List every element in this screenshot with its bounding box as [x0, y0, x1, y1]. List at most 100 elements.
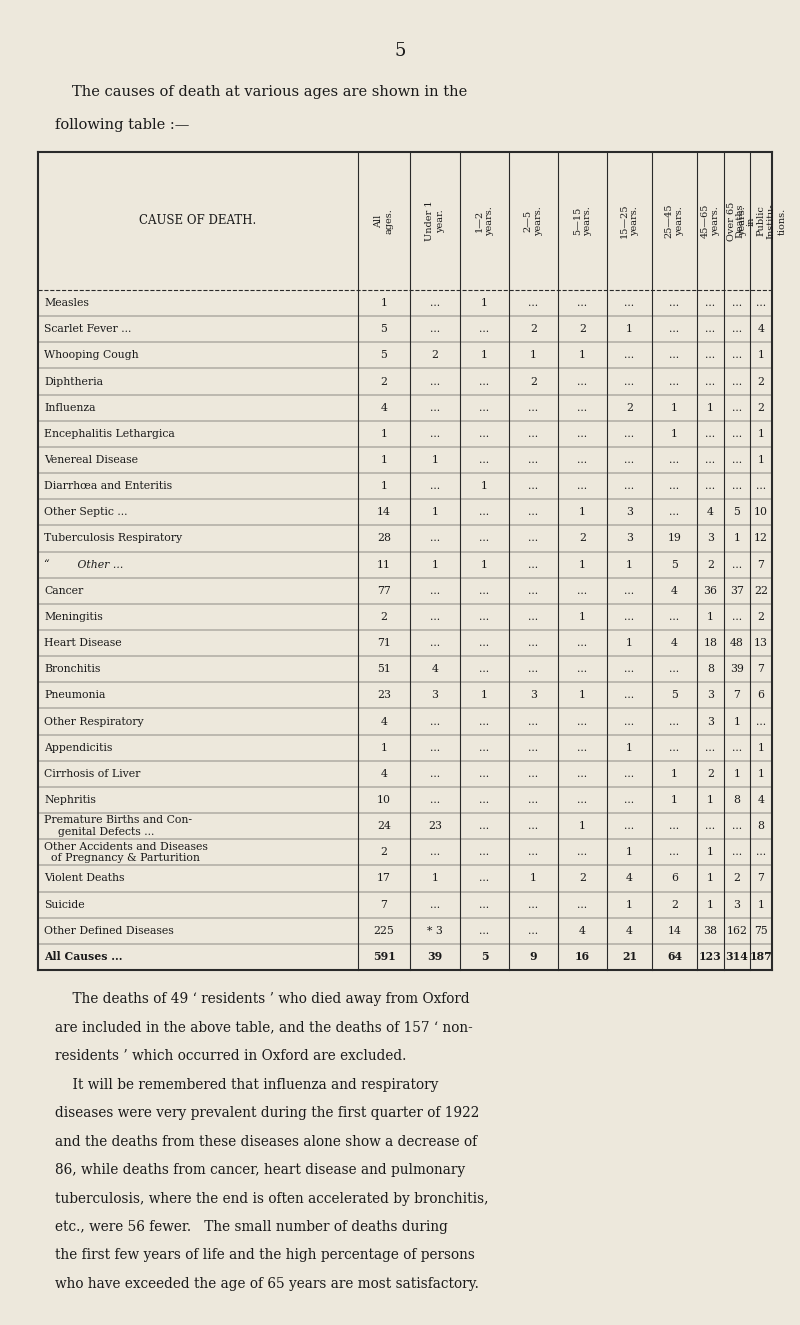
Text: 1: 1 [758, 454, 765, 465]
Text: 7: 7 [734, 690, 741, 701]
Text: ...: ... [706, 350, 715, 360]
Text: ...: ... [479, 822, 490, 831]
Text: ...: ... [625, 298, 634, 309]
Text: 1—2
years.: 1—2 years. [475, 207, 494, 236]
Text: 75: 75 [754, 926, 768, 935]
Text: ...: ... [625, 664, 634, 674]
Text: 1: 1 [734, 534, 741, 543]
Text: 1: 1 [671, 795, 678, 806]
Text: 5: 5 [481, 951, 488, 962]
Text: Meningitis: Meningitis [44, 612, 102, 621]
Text: It will be remembered that influenza and respiratory: It will be remembered that influenza and… [55, 1077, 438, 1092]
Text: ...: ... [479, 847, 490, 857]
Text: ...: ... [625, 690, 634, 701]
Text: Venereal Disease: Venereal Disease [44, 454, 138, 465]
Text: ...: ... [479, 743, 490, 753]
Text: ...: ... [529, 534, 538, 543]
Text: 5: 5 [381, 325, 387, 334]
Text: ...: ... [625, 612, 634, 621]
Text: 64: 64 [667, 951, 682, 962]
Text: 2: 2 [579, 534, 586, 543]
Text: 2: 2 [381, 612, 387, 621]
Text: 28: 28 [377, 534, 391, 543]
Text: 1: 1 [381, 481, 387, 492]
Text: 13: 13 [754, 639, 768, 648]
Text: 1: 1 [481, 690, 488, 701]
Text: 1: 1 [758, 768, 765, 779]
Text: 5—15
years.: 5—15 years. [573, 207, 592, 236]
Text: etc., were 56 fewer.   The small number of deaths during: etc., were 56 fewer. The small number of… [55, 1220, 448, 1234]
Text: ...: ... [706, 429, 715, 439]
Text: 25—45
years.: 25—45 years. [665, 204, 684, 238]
Text: 3: 3 [626, 507, 633, 517]
Text: 45—65
years.: 45—65 years. [701, 204, 720, 238]
Text: 1: 1 [707, 612, 714, 621]
Text: 21: 21 [622, 951, 637, 962]
Text: ...: ... [578, 847, 587, 857]
Text: 6: 6 [671, 873, 678, 884]
Text: ...: ... [430, 795, 440, 806]
Text: ...: ... [430, 639, 440, 648]
Text: ...: ... [625, 481, 634, 492]
Text: are included in the above table, and the deaths of 157 ‘ non-: are included in the above table, and the… [55, 1020, 473, 1035]
Text: 4: 4 [381, 768, 387, 779]
Text: ...: ... [670, 612, 679, 621]
Text: Cancer: Cancer [44, 586, 83, 596]
Text: 6: 6 [758, 690, 765, 701]
Text: ...: ... [706, 822, 715, 831]
Text: ...: ... [670, 454, 679, 465]
Text: ...: ... [430, 481, 440, 492]
Text: 5: 5 [381, 350, 387, 360]
Text: ...: ... [732, 822, 742, 831]
Text: 1: 1 [707, 795, 714, 806]
Text: ...: ... [670, 743, 679, 753]
Text: ...: ... [479, 768, 490, 779]
Text: ...: ... [756, 717, 766, 726]
Text: ...: ... [430, 325, 440, 334]
Text: ...: ... [670, 822, 679, 831]
Text: ...: ... [529, 298, 538, 309]
Text: 1: 1 [734, 768, 741, 779]
Text: ...: ... [529, 822, 538, 831]
Text: “        Other ...: “ Other ... [44, 559, 123, 570]
Text: ...: ... [578, 664, 587, 674]
Text: 7: 7 [758, 873, 765, 884]
Text: 1: 1 [481, 298, 488, 309]
Text: ...: ... [430, 612, 440, 621]
Text: 225: 225 [374, 926, 394, 935]
Text: Premature Births and Con-: Premature Births and Con- [44, 815, 192, 825]
Text: 1: 1 [671, 429, 678, 439]
Text: ...: ... [529, 429, 538, 439]
Text: 2: 2 [431, 350, 438, 360]
Text: and the deaths from these diseases alone show a decrease of: and the deaths from these diseases alone… [55, 1134, 477, 1149]
Text: 2: 2 [758, 403, 765, 412]
Text: Encephalitis Lethargica: Encephalitis Lethargica [44, 429, 174, 439]
Text: ...: ... [529, 403, 538, 412]
Text: 12: 12 [754, 534, 768, 543]
Text: ...: ... [732, 429, 742, 439]
Text: * 3: * 3 [427, 926, 443, 935]
Text: 1: 1 [707, 847, 714, 857]
Text: ...: ... [479, 534, 490, 543]
Text: 314: 314 [726, 951, 748, 962]
Text: ...: ... [529, 664, 538, 674]
Text: Tuberculosis Respiratory: Tuberculosis Respiratory [44, 534, 182, 543]
Text: 4: 4 [579, 926, 586, 935]
Text: 2: 2 [579, 873, 586, 884]
Text: 1: 1 [481, 481, 488, 492]
Text: Scarlet Fever ...: Scarlet Fever ... [44, 325, 131, 334]
Text: 1: 1 [579, 350, 586, 360]
Text: 1: 1 [481, 350, 488, 360]
Text: 7: 7 [381, 900, 387, 910]
Text: 1: 1 [381, 429, 387, 439]
Text: 22: 22 [754, 586, 768, 596]
Text: 2: 2 [579, 325, 586, 334]
Text: ...: ... [625, 717, 634, 726]
Text: ...: ... [430, 717, 440, 726]
Text: 4: 4 [758, 325, 765, 334]
Text: 3: 3 [734, 900, 741, 910]
Text: 9: 9 [530, 951, 538, 962]
Text: ...: ... [706, 298, 715, 309]
Text: Whooping Cough: Whooping Cough [44, 350, 138, 360]
Text: Influenza: Influenza [44, 403, 95, 412]
